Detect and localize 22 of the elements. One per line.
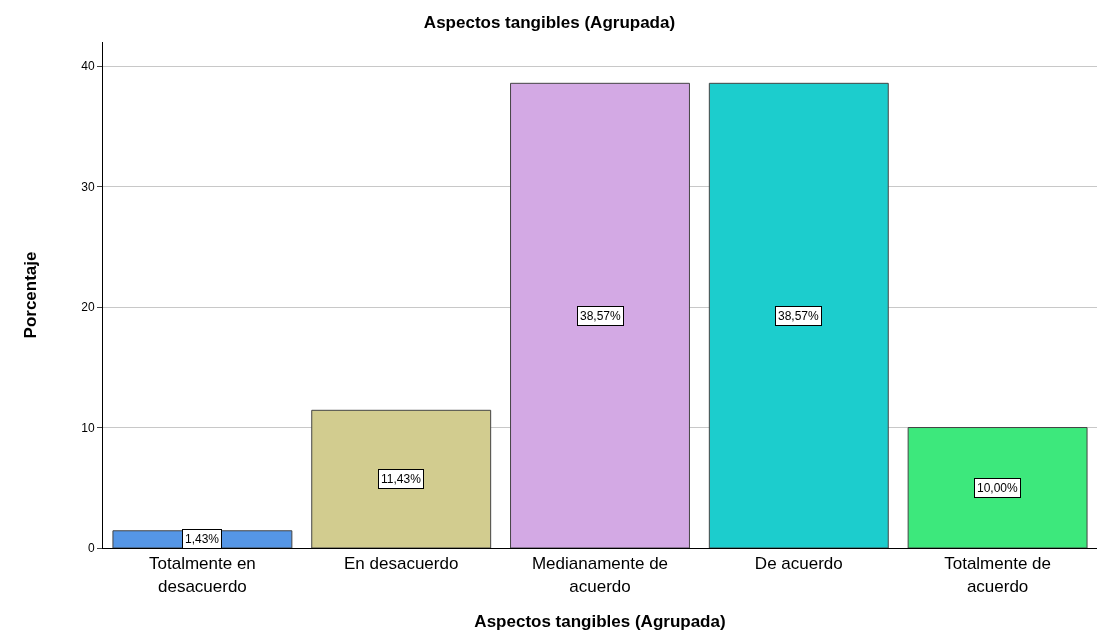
data-label: 1,43%	[185, 532, 220, 546]
chart-title: Aspectos tangibles (Agrupada)	[423, 13, 676, 32]
x-tick-label: Totalmente de acuerdo	[944, 554, 1051, 596]
x-axis-title: Aspectos tangibles (Agrupada)	[474, 611, 726, 631]
data-label: 38,57%	[580, 309, 622, 323]
bar	[907, 427, 1088, 548]
bar	[708, 82, 889, 548]
bar	[510, 82, 690, 548]
y-tick-label: 30	[81, 179, 95, 194]
x-tick-label: Medianamente de acuerdo	[531, 554, 669, 596]
data-label: 10,00%	[977, 481, 1019, 495]
y-tick-label: 40	[81, 59, 95, 74]
y-axis-title: Porcentaje	[20, 251, 40, 339]
data-label: 38,57%	[778, 309, 820, 323]
x-tick-label: En desacuerdo	[344, 554, 459, 574]
y-tick-label: 20	[81, 300, 95, 315]
x-tick-label: De acuerdo	[754, 554, 843, 574]
data-label: 11,43%	[381, 472, 422, 486]
y-tick-label: 0	[87, 541, 95, 556]
x-tick-label: Totalmente en desacuerdo	[149, 554, 256, 596]
y-tick-label: 10	[81, 420, 95, 435]
bar	[311, 409, 492, 548]
